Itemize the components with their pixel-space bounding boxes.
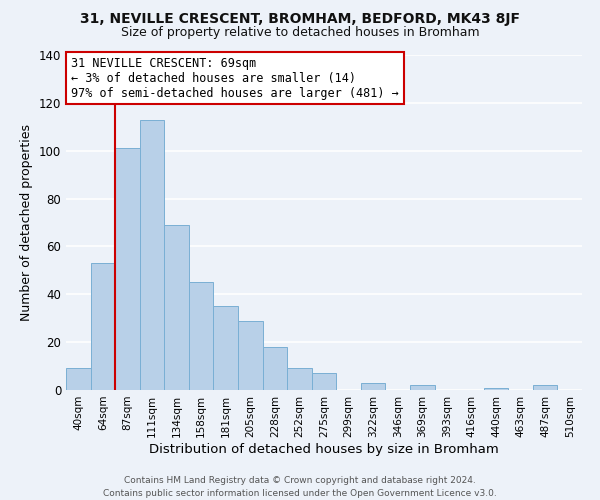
Text: Size of property relative to detached houses in Bromham: Size of property relative to detached ho… [121, 26, 479, 39]
Bar [164, 225, 189, 390]
X-axis label: Distribution of detached houses by size in Bromham: Distribution of detached houses by size … [149, 442, 499, 456]
Bar [312, 373, 336, 390]
Bar [410, 385, 434, 390]
Bar [66, 368, 91, 390]
Bar [140, 120, 164, 390]
Bar [263, 347, 287, 390]
Bar [533, 385, 557, 390]
Y-axis label: Number of detached properties: Number of detached properties [20, 124, 33, 321]
Bar [189, 282, 214, 390]
Bar [238, 320, 263, 390]
Text: Contains HM Land Registry data © Crown copyright and database right 2024.
Contai: Contains HM Land Registry data © Crown c… [103, 476, 497, 498]
Bar [484, 388, 508, 390]
Bar [287, 368, 312, 390]
Text: 31 NEVILLE CRESCENT: 69sqm
← 3% of detached houses are smaller (14)
97% of semi-: 31 NEVILLE CRESCENT: 69sqm ← 3% of detac… [71, 56, 399, 100]
Bar [91, 263, 115, 390]
Bar [361, 383, 385, 390]
Text: 31, NEVILLE CRESCENT, BROMHAM, BEDFORD, MK43 8JF: 31, NEVILLE CRESCENT, BROMHAM, BEDFORD, … [80, 12, 520, 26]
Bar [214, 306, 238, 390]
Bar [115, 148, 140, 390]
